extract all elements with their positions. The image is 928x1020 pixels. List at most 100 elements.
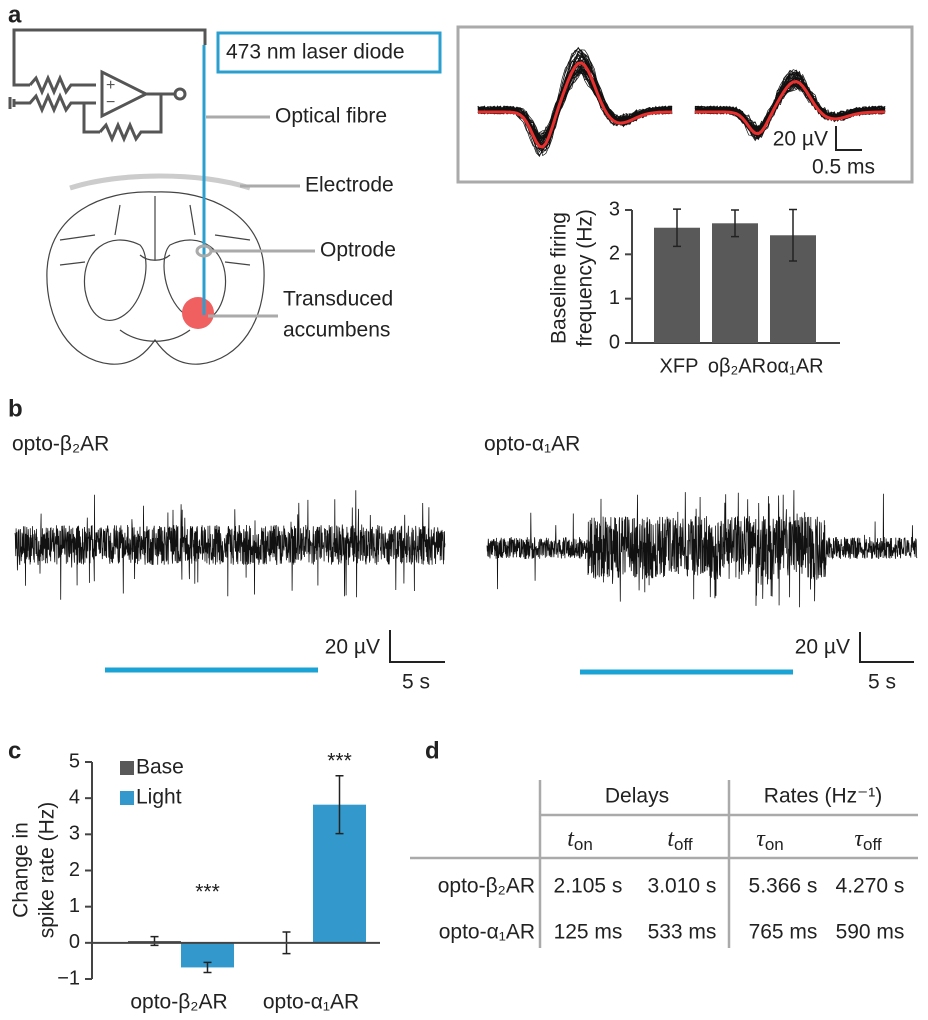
mean-waveform (695, 79, 885, 136)
table-cell: 3.010 s (648, 875, 717, 898)
brain-outline (46, 191, 265, 365)
header-subscript: off (674, 835, 693, 854)
panel-label: b (8, 395, 23, 422)
scale-label: 20 µV (325, 636, 380, 659)
waveform-trace (477, 64, 673, 142)
header-subscript: on (574, 835, 593, 854)
header-symbol: t (667, 826, 675, 852)
error-bar (335, 774, 344, 835)
x-tick-label: oβ₂AR (708, 355, 766, 377)
scale-label: 0.5 ms (812, 156, 875, 179)
y-tick-label: −1 (57, 967, 80, 989)
leader-lines (195, 115, 315, 318)
waveform-trace (477, 67, 673, 142)
panel-label: a (8, 1, 22, 28)
scale-bar (835, 126, 862, 151)
x-tick-label: XFP (660, 355, 699, 377)
trace-title: opto-β₂AR (12, 433, 109, 456)
y-tick-label: 1 (69, 895, 80, 917)
waveform-trace (477, 70, 673, 137)
scale-label: 5 s (402, 671, 430, 694)
legend-swatch (120, 761, 134, 775)
table-row-label: opto-α₁AR (439, 921, 535, 944)
diagram-label: accumbens (283, 319, 390, 342)
diagram-label: Transduced (283, 288, 393, 311)
x-tick-label: opto-α₁AR (263, 991, 359, 1014)
error-bar (731, 209, 739, 238)
waveform-trace (477, 60, 672, 144)
error-bar (673, 208, 681, 248)
scale-bar (389, 630, 914, 663)
waveform-trace (477, 67, 673, 139)
electrode-arc (69, 173, 251, 191)
annotation: *** (195, 880, 220, 903)
table-cell: 4.270 s (836, 875, 905, 898)
panel-label: c (8, 737, 21, 764)
y-tick-label: 3 (69, 823, 80, 845)
diagram-label: Optical fibre (275, 105, 387, 128)
bar (712, 223, 758, 343)
svg-text:−: − (106, 94, 115, 111)
diagram-label: Electrode (305, 174, 394, 197)
table-row-label: opto-β₂AR (438, 875, 535, 898)
legend-label: Light (136, 786, 182, 809)
table-cell: 765 ms (749, 921, 818, 944)
recording-trace (14, 490, 446, 600)
legend-swatch (120, 791, 134, 805)
y-tick-label: 1 (609, 287, 620, 309)
waveform-trace (477, 47, 673, 158)
waveform-trace (477, 68, 673, 141)
waveform-trace (694, 78, 886, 128)
laser-box (216, 31, 442, 74)
y-tick-label: 2 (609, 243, 620, 265)
waveform-trace (477, 71, 673, 139)
table-column-header: ton (567, 826, 593, 855)
waveform-trace (477, 68, 673, 140)
table-group-header: Delays (605, 785, 669, 808)
scale-label: 5 s (868, 671, 896, 694)
y-axis-label: spike rate (Hz) (36, 802, 59, 939)
scale-label: 20 µV (773, 128, 828, 151)
y-tick-label: 5 (69, 750, 80, 772)
table-column-header: τoff (854, 826, 881, 855)
table-lines (410, 780, 918, 948)
legend-label: Base (136, 756, 184, 779)
trace-title: opto-α₁AR (484, 433, 580, 456)
header-symbol: t (567, 826, 575, 852)
scale-label: 20 µV (795, 636, 850, 659)
panel-label: d (425, 737, 440, 764)
waveform-trace (477, 69, 673, 139)
mean-waveform (478, 61, 673, 149)
waveform-trace (477, 63, 673, 145)
waveform-trace (477, 63, 673, 148)
table-column-header: τon (756, 826, 784, 855)
x-tick-label: opto-β₂AR (130, 991, 227, 1014)
waveform-box (456, 25, 914, 184)
table-cell: 2.105 s (554, 875, 623, 898)
table-cell: 590 ms (836, 921, 905, 944)
waveform-trace (477, 68, 673, 139)
table-group-header: Rates (Hz⁻¹) (764, 785, 882, 808)
header-subscript: off (863, 835, 882, 854)
table-cell: 5.366 s (749, 875, 818, 898)
header-symbol: τ (756, 826, 766, 852)
error-bar (203, 961, 212, 974)
waveform-trace (477, 70, 673, 141)
table-cell: 533 ms (648, 921, 717, 944)
y-axis-label: Change in (10, 822, 33, 918)
y-axis-label: frequency (Hz) (574, 209, 597, 347)
laser-label: 473 nm laser diode (226, 41, 405, 64)
error-bar (789, 208, 797, 262)
error-bar (150, 935, 159, 947)
recording-trace (486, 490, 918, 608)
y-axis-label: Baseline firing (548, 212, 571, 344)
circuit: + − (8, 28, 207, 143)
transduced-region (182, 297, 214, 329)
waveform-trace (477, 68, 673, 141)
x-tick-label: oα₁AR (766, 355, 823, 377)
y-tick-label: 0 (609, 331, 620, 353)
header-subscript: on (765, 835, 784, 854)
waveform-trace (694, 79, 886, 135)
y-tick-label: 4 (69, 786, 80, 808)
